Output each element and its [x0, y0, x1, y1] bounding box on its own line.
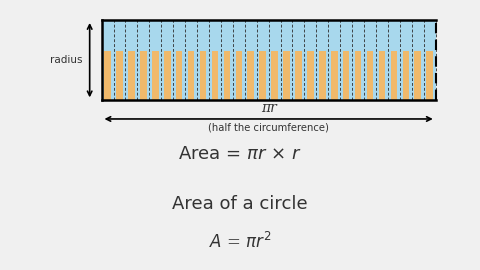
Bar [271, 50, 278, 100]
Text: radius: radius [50, 55, 83, 65]
Text: Area of a circle: Area of a circle [172, 195, 308, 214]
Bar [415, 50, 421, 100]
Bar [212, 50, 218, 100]
Bar [307, 50, 313, 100]
Bar [164, 50, 170, 100]
Bar [176, 50, 182, 100]
Bar [188, 50, 194, 100]
Bar [367, 50, 373, 100]
Bar [200, 50, 206, 100]
Bar [104, 50, 111, 100]
Bar [152, 50, 158, 100]
Bar [295, 50, 302, 100]
Text: $\mathit{A}$ = $\mathit{\pi r^2}$: $\mathit{A}$ = $\mathit{\pi r^2}$ [209, 232, 271, 252]
Bar [343, 50, 349, 100]
Bar [128, 50, 135, 100]
Bar [426, 50, 433, 100]
Bar [391, 50, 397, 100]
Text: πr: πr [261, 101, 276, 115]
Bar [259, 50, 266, 100]
Bar [224, 50, 230, 100]
Bar [140, 50, 147, 100]
Text: Area = $\mathit{\pi r}$ × $\mathit{r}$: Area = $\mathit{\pi r}$ × $\mathit{r}$ [178, 145, 302, 163]
Bar [248, 50, 254, 100]
Bar [236, 50, 242, 100]
Bar [283, 50, 290, 100]
Bar [319, 50, 325, 100]
Bar [379, 50, 385, 100]
Text: (half the circumference): (half the circumference) [208, 123, 329, 133]
Bar [116, 50, 123, 100]
Bar [355, 50, 361, 100]
Bar [102, 20, 436, 100]
Bar [403, 50, 409, 100]
Bar [331, 50, 337, 100]
